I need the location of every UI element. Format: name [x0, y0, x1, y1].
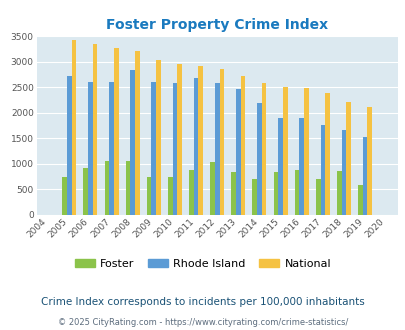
Title: Foster Property Crime Index: Foster Property Crime Index [106, 18, 328, 32]
Bar [214, 83, 219, 214]
Bar [88, 82, 92, 214]
Legend: Foster, Rhode Island, National: Foster, Rhode Island, National [70, 254, 335, 273]
Bar [294, 170, 298, 214]
Bar [198, 66, 202, 214]
Bar [109, 82, 113, 214]
Bar [256, 103, 261, 214]
Bar [362, 137, 367, 214]
Bar [357, 185, 362, 214]
Bar [147, 177, 151, 215]
Bar [83, 168, 88, 215]
Bar [71, 40, 76, 214]
Bar [282, 87, 287, 214]
Bar [261, 82, 266, 214]
Bar [277, 118, 282, 214]
Bar [320, 125, 324, 214]
Bar [172, 83, 177, 214]
Bar [193, 78, 198, 214]
Bar [240, 76, 245, 214]
Bar [219, 69, 224, 215]
Bar [126, 160, 130, 214]
Bar [336, 171, 341, 214]
Bar [235, 89, 240, 214]
Bar [177, 64, 181, 214]
Bar [324, 93, 329, 214]
Bar [104, 160, 109, 214]
Bar [113, 48, 118, 214]
Bar [345, 103, 350, 214]
Bar [231, 172, 235, 215]
Bar [156, 60, 160, 214]
Bar [151, 82, 156, 214]
Bar [315, 180, 320, 214]
Bar [62, 177, 67, 214]
Bar [67, 76, 71, 215]
Bar [168, 177, 172, 214]
Bar [273, 172, 277, 215]
Bar [367, 107, 371, 214]
Text: Crime Index corresponds to incidents per 100,000 inhabitants: Crime Index corresponds to incidents per… [41, 297, 364, 307]
Bar [189, 170, 193, 214]
Bar [130, 70, 135, 214]
Bar [252, 180, 256, 214]
Bar [341, 130, 345, 214]
Bar [92, 45, 97, 215]
Text: © 2025 CityRating.com - https://www.cityrating.com/crime-statistics/: © 2025 CityRating.com - https://www.city… [58, 318, 347, 327]
Bar [298, 118, 303, 214]
Bar [210, 162, 214, 214]
Bar [135, 51, 139, 214]
Bar [303, 88, 308, 214]
